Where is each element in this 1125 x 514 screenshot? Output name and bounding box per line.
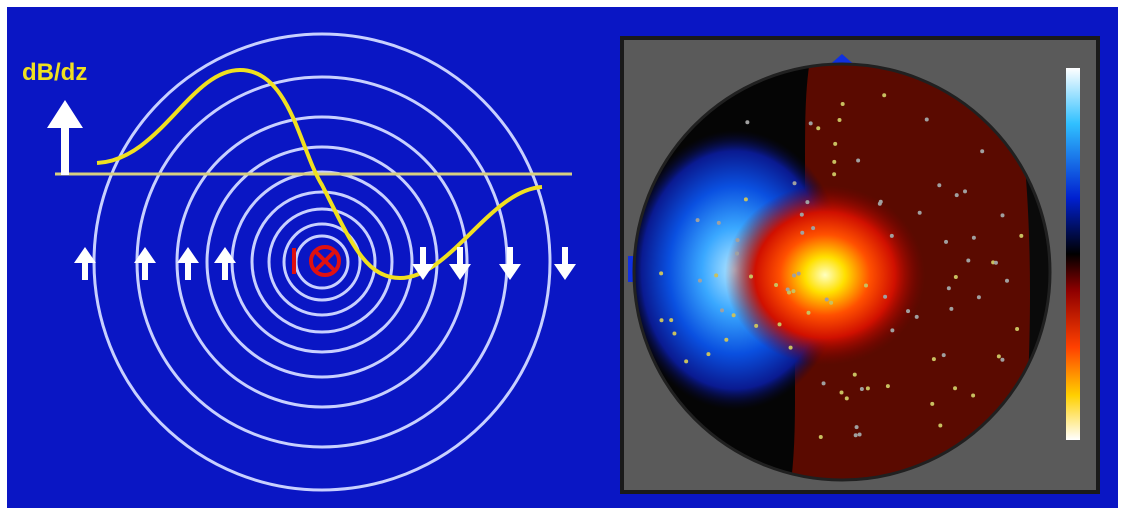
sensor-dot <box>994 261 998 265</box>
sensor-dot <box>883 295 887 299</box>
sensor-dot <box>811 226 815 230</box>
sensor-dot <box>864 284 868 288</box>
sensor-dot <box>724 338 728 342</box>
sensor-dot <box>684 359 688 363</box>
sensor-dot <box>714 273 718 277</box>
sensor-dot <box>925 117 929 121</box>
sensor-dot <box>816 126 820 130</box>
sensor-dot <box>845 396 849 400</box>
sensor-dot <box>789 346 793 350</box>
sensor-dot <box>778 322 782 326</box>
sensor-dot <box>696 218 700 222</box>
sensor-dot <box>829 301 833 305</box>
sensor-dot <box>938 423 942 427</box>
sensor-dot <box>1015 327 1019 331</box>
sensor-dot <box>966 259 970 263</box>
axis-label: dB/dz <box>22 59 87 86</box>
sensor-dot <box>774 283 778 287</box>
sensor-dot <box>791 289 795 293</box>
sensor-dot <box>860 387 864 391</box>
sensor-dot <box>886 384 890 388</box>
sensor-dot <box>1000 358 1004 362</box>
sensor-dot <box>659 271 663 275</box>
sensor-dot <box>745 120 749 124</box>
sensor-dot <box>792 274 796 278</box>
sensor-dot <box>832 172 836 176</box>
sensor-dot <box>930 402 934 406</box>
sensor-dot <box>1005 279 1009 283</box>
sensor-dot <box>963 189 967 193</box>
sensor-dot <box>972 236 976 240</box>
sensor-dot <box>855 425 859 429</box>
sensor-dot <box>732 313 736 317</box>
sensor-dot <box>997 354 1001 358</box>
sensor-dot <box>793 181 797 185</box>
sensor-dot <box>838 118 842 122</box>
sensor-dot <box>882 93 886 97</box>
sensor-dot <box>659 318 663 322</box>
sensor-dot <box>800 213 804 217</box>
sensor-dot <box>744 197 748 201</box>
sensor-dot <box>942 353 946 357</box>
sensor-dot <box>1019 234 1023 238</box>
sensor-dot <box>840 390 844 394</box>
sensor-dot <box>954 275 958 279</box>
sensor-dot <box>822 381 826 385</box>
sensor-dot <box>717 221 721 225</box>
sensor-dot <box>672 332 676 336</box>
sensor-dot <box>918 211 922 215</box>
sensor-dot <box>800 231 804 235</box>
sensor-dot <box>807 311 811 315</box>
sensor-dot <box>698 279 702 283</box>
colorbar <box>1066 68 1080 440</box>
sensor-dot <box>937 183 941 187</box>
sensor-dot <box>949 307 953 311</box>
sensor-dot <box>858 432 862 436</box>
sensor-dot <box>735 252 739 256</box>
sensor-dot <box>854 433 858 437</box>
sensor-dot <box>980 149 984 153</box>
sensor-dot <box>955 193 959 197</box>
sensor-dot <box>947 286 951 290</box>
sensor-dot <box>971 394 975 398</box>
sensor-dot <box>805 200 809 204</box>
sensor-dot <box>853 373 857 377</box>
sensor-dot <box>915 315 919 319</box>
sensor-dot <box>809 121 813 125</box>
sensor-dot <box>1001 213 1005 217</box>
sensor-dot <box>890 234 894 238</box>
sensor-dot <box>706 352 710 356</box>
sensor-dot <box>749 275 753 279</box>
sensor-dot <box>841 102 845 106</box>
sensor-dot <box>720 308 724 312</box>
sensor-dot <box>977 295 981 299</box>
sensor-dot <box>787 291 791 295</box>
sensor-dot <box>736 238 740 242</box>
sensor-dot <box>754 324 758 328</box>
sensor-dot <box>669 318 673 322</box>
sensor-dot <box>944 240 948 244</box>
sensor-dot <box>819 435 823 439</box>
sensor-dot <box>866 386 870 390</box>
sensor-dot <box>932 357 936 361</box>
sensor-dot <box>825 298 829 302</box>
sensor-dot <box>832 160 836 164</box>
sensor-dot <box>879 200 883 204</box>
sensor-dot <box>833 142 837 146</box>
sensor-dot <box>953 386 957 390</box>
sensor-dot <box>906 309 910 313</box>
sensor-dot <box>797 272 801 276</box>
sensor-dot <box>890 328 894 332</box>
illustration: dB/dz <box>0 0 1125 514</box>
sensor-dot <box>856 158 860 162</box>
